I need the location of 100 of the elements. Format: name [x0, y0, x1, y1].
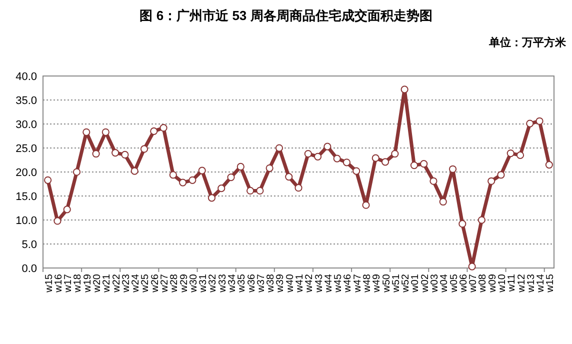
y-tick-label: 20.0 — [16, 167, 37, 179]
point — [410, 161, 418, 170]
x-tick-label: w24 — [130, 274, 142, 294]
point — [526, 120, 534, 128]
point — [208, 194, 216, 202]
point — [478, 216, 486, 224]
x-tick-label: w19 — [82, 274, 94, 294]
point — [314, 152, 322, 160]
point — [516, 151, 524, 159]
x-tick-label: w25 — [140, 274, 152, 294]
chart-title: 图 6：广州市近 53 周各周商品住宅成交面积走势图 — [140, 8, 432, 23]
point — [275, 144, 284, 152]
point — [198, 166, 206, 174]
point — [266, 164, 274, 172]
x-tick-label: w14 — [536, 274, 547, 294]
point — [112, 149, 120, 157]
y-axis-title: 单位：万平方米 — [488, 36, 567, 49]
x-tick-label: w10 — [496, 274, 508, 294]
x-tick-label: w07 — [468, 274, 480, 294]
x-tick-label: w52 — [400, 274, 412, 294]
point — [63, 206, 71, 214]
point — [169, 171, 177, 179]
x-tick-label: w22 — [111, 274, 122, 294]
point — [352, 167, 360, 175]
y-tick-label: 10.0 — [16, 215, 37, 227]
point — [324, 142, 332, 150]
x-tick-label: w46 — [342, 274, 354, 294]
x-tick-label: w43 — [314, 274, 325, 294]
point — [285, 173, 293, 181]
x-tick-label: w51 — [390, 274, 402, 294]
x-tick-label: w11 — [506, 274, 518, 293]
x-tick-label: w44 — [323, 274, 334, 294]
point — [458, 220, 466, 228]
point — [188, 176, 196, 184]
x-tick-label: w26 — [150, 274, 161, 294]
point — [236, 162, 244, 171]
y-tick-label: 30.0 — [16, 119, 37, 131]
point — [342, 158, 351, 166]
point — [218, 184, 226, 192]
x-tick-label: w31 — [198, 274, 210, 294]
point — [304, 150, 312, 158]
x-tick-label: w05 — [448, 274, 460, 294]
y-tick-label: 40.0 — [16, 71, 37, 83]
x-tick-label: w32 — [208, 274, 219, 294]
point — [381, 158, 390, 166]
point — [497, 171, 505, 179]
y-tick-label: 15.0 — [16, 191, 37, 203]
point — [468, 262, 476, 270]
x-tick-label: w37 — [256, 274, 267, 294]
x-tick-label: w09 — [487, 274, 498, 294]
point — [400, 86, 408, 94]
point — [536, 117, 544, 125]
x-tick-label: w39 — [275, 274, 286, 294]
point — [102, 128, 110, 136]
x-tick-label: w16 — [53, 274, 64, 294]
point — [391, 150, 399, 158]
point — [372, 154, 380, 162]
point — [150, 127, 158, 135]
x-tick-label: w27 — [160, 274, 171, 294]
x-tick-label: w20 — [92, 274, 104, 294]
x-tick-label: w28 — [169, 274, 180, 294]
x-tick-label: w03 — [429, 274, 440, 294]
point — [488, 177, 496, 185]
point — [333, 154, 341, 162]
x-tick-label: w50 — [381, 274, 392, 294]
x-tick-label: w02 — [420, 274, 431, 294]
point — [448, 165, 457, 173]
x-tick-label: w38 — [266, 274, 277, 294]
x-tick-label: w12 — [516, 274, 528, 294]
x-tick-label: w33 — [217, 274, 228, 294]
x-tick-label: w49 — [372, 274, 383, 294]
point — [179, 178, 187, 186]
x-tick-label: w36 — [246, 274, 258, 294]
y-tick-label: 35.0 — [16, 95, 37, 107]
point — [130, 167, 138, 175]
point — [420, 160, 428, 168]
point — [82, 128, 90, 136]
x-tick-label: w13 — [526, 274, 537, 294]
point — [227, 173, 235, 182]
x-tick-label: w40 — [284, 274, 296, 294]
point — [294, 184, 302, 192]
x-tick-label: w23 — [120, 274, 132, 294]
x-tick-label: w15 — [44, 274, 55, 294]
x-tick-label: w04 — [439, 274, 450, 294]
x-tick-label: w06 — [458, 274, 470, 294]
x-tick-label: w08 — [478, 274, 489, 294]
y-tick-label: 5.0 — [22, 239, 37, 251]
x-tick-label: w29 — [178, 274, 190, 294]
point — [44, 176, 52, 184]
point — [545, 161, 553, 169]
point — [256, 186, 264, 195]
x-tick-label: w18 — [72, 274, 84, 294]
point — [362, 201, 370, 209]
point — [140, 145, 148, 153]
x-tick-label: w30 — [188, 274, 200, 294]
x-tick-label: w15 — [545, 274, 556, 294]
x-tick-label: w42 — [304, 274, 316, 294]
y-tick-label: 25.0 — [16, 143, 37, 155]
point — [246, 186, 254, 195]
point — [506, 149, 514, 158]
